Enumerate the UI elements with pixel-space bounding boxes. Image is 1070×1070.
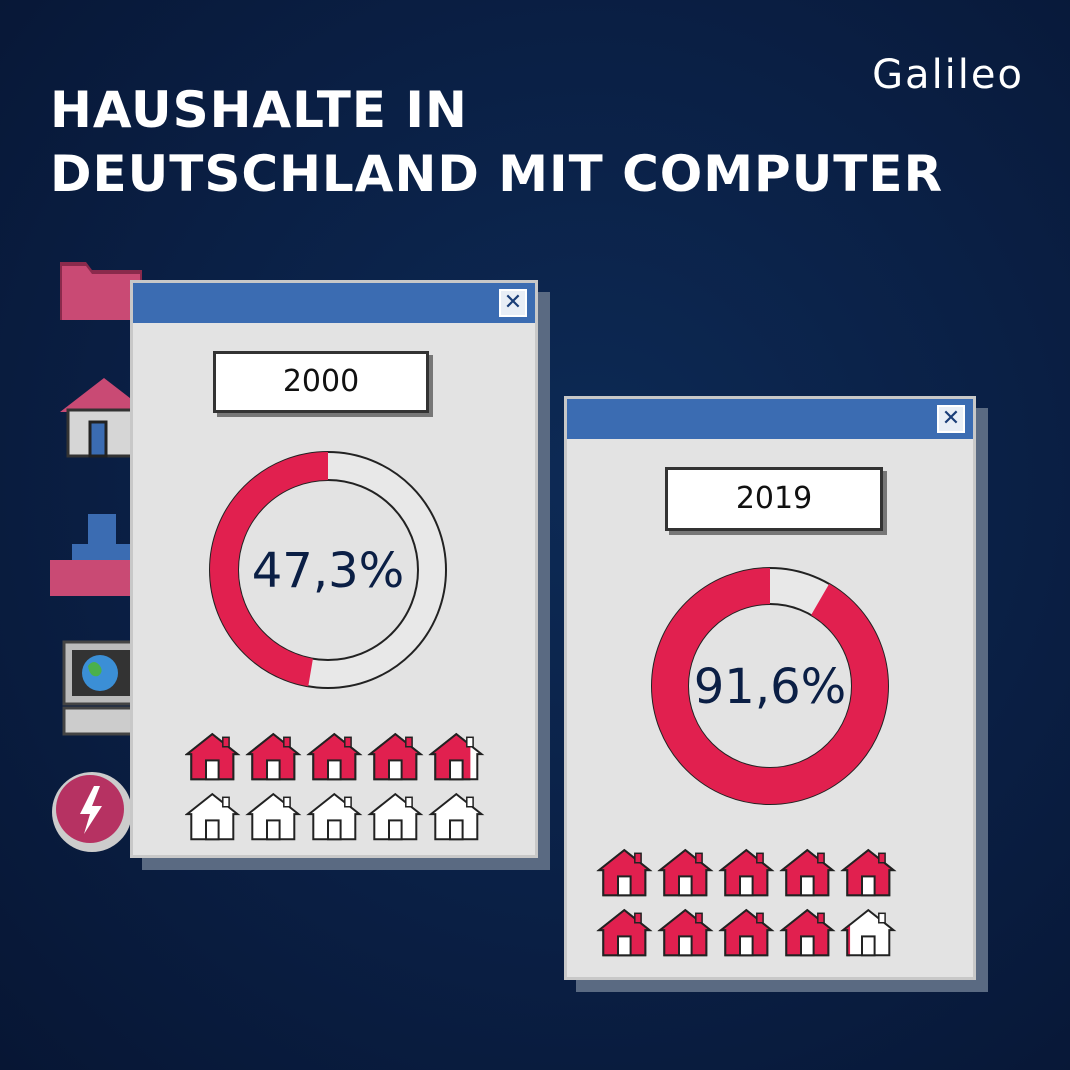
house-icon-filled bbox=[596, 848, 653, 897]
house-grid bbox=[596, 848, 897, 957]
house-icon-filled bbox=[840, 848, 897, 897]
house-icon-filled bbox=[428, 732, 485, 781]
folder-icon bbox=[60, 262, 142, 320]
house-icon-filled bbox=[718, 848, 775, 897]
window-titlebar[interactable]: ✕ bbox=[133, 283, 535, 323]
house-icon-filled bbox=[657, 848, 714, 897]
close-icon[interactable]: ✕ bbox=[499, 289, 527, 317]
window-2000: ✕ 2000 47,3% bbox=[130, 280, 538, 858]
donut-chart: 47,3% bbox=[209, 451, 447, 689]
year-label-box: 2019 bbox=[665, 467, 883, 531]
year-label: 2000 bbox=[282, 364, 360, 399]
house-icon-filled bbox=[245, 732, 302, 781]
house-icon-filled bbox=[306, 732, 363, 781]
galileo-logo: Galileo bbox=[872, 52, 1024, 98]
year-label-box: 2000 bbox=[213, 351, 429, 413]
page-title: HAUSHALTE IN DEUTSCHLAND MIT COMPUTER bbox=[50, 78, 943, 206]
house-icon-filled bbox=[367, 732, 424, 781]
title-line-2: DEUTSCHLAND MIT COMPUTER bbox=[50, 145, 944, 203]
house-icon-filled bbox=[840, 908, 897, 957]
house-icon-filled bbox=[779, 908, 836, 957]
house-icon-filled bbox=[657, 908, 714, 957]
donut-percent-label: 47,3% bbox=[252, 543, 404, 599]
window-2019: ✕ 2019 91,6% bbox=[564, 396, 976, 980]
donut-value-slice bbox=[652, 568, 888, 804]
donut-percent-label: 91,6% bbox=[694, 659, 846, 715]
house-grid bbox=[185, 732, 485, 841]
house-icon-empty bbox=[367, 792, 424, 841]
close-icon[interactable]: ✕ bbox=[937, 405, 965, 433]
year-label: 2019 bbox=[735, 481, 813, 516]
house-icon-filled bbox=[185, 732, 241, 781]
window-titlebar[interactable]: ✕ bbox=[567, 399, 973, 439]
donut-value-slice bbox=[210, 452, 446, 688]
house-icon-empty bbox=[306, 792, 363, 841]
title-line-1: HAUSHALTE IN bbox=[50, 81, 468, 139]
house-icon-empty bbox=[245, 792, 302, 841]
house-icon-filled bbox=[596, 908, 653, 957]
donut-chart: 91,6% bbox=[651, 567, 889, 805]
house-icon-empty bbox=[185, 792, 241, 841]
lightning-icon bbox=[52, 772, 132, 852]
house-icon-filled bbox=[718, 908, 775, 957]
house-icon-empty bbox=[428, 792, 485, 841]
house-icon-filled bbox=[779, 848, 836, 897]
